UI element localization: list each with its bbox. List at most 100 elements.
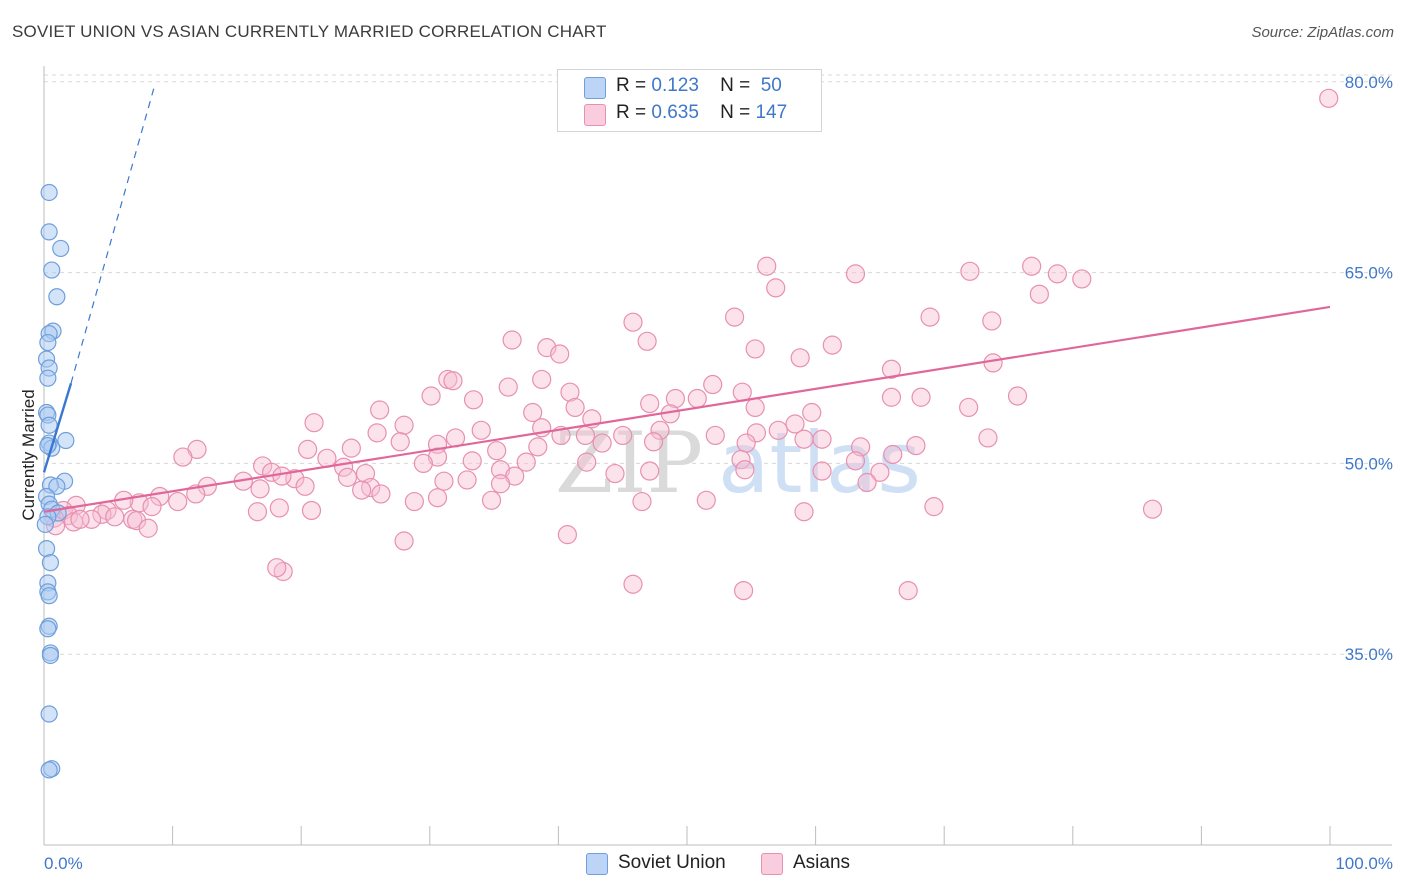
asian-point — [434, 471, 454, 491]
asian-point — [138, 518, 158, 538]
soviet-point — [48, 288, 66, 306]
asian-point — [802, 402, 822, 423]
asian-point — [295, 476, 315, 496]
asian-point — [481, 490, 502, 510]
legend-n-value-asians: 147 — [755, 102, 788, 123]
asian-point — [341, 438, 361, 458]
asian-point — [427, 488, 448, 508]
bottom-legend-swatch-soviet — [586, 853, 608, 875]
soviet-point — [57, 431, 75, 450]
asian-point — [768, 420, 788, 440]
asian-point — [304, 413, 324, 433]
asian-point — [272, 466, 292, 486]
asian-point — [394, 415, 414, 435]
asian-point — [731, 449, 751, 470]
soviet-points — [36, 183, 75, 779]
asian-point — [70, 509, 90, 529]
asian-point — [812, 429, 832, 449]
asian-point — [471, 420, 491, 440]
asian-point — [643, 432, 664, 452]
asian-point — [812, 461, 832, 481]
soviet-point — [41, 646, 60, 665]
soviet-point — [39, 333, 57, 352]
asian-point — [457, 470, 477, 490]
legend-n-label: N = — [720, 75, 751, 96]
soviet-point — [40, 183, 58, 202]
asian-point — [367, 423, 387, 443]
asian-point — [881, 387, 902, 407]
asian-point — [665, 388, 686, 409]
asian-point — [142, 497, 162, 517]
asian-point — [924, 497, 944, 517]
soviet-point — [36, 515, 54, 534]
chart-title: SOVIET UNION VS ASIAN CURRENTLY MARRIED … — [12, 22, 607, 41]
soviet-point — [48, 477, 66, 495]
bottom-legend-label-soviet: Soviet Union — [618, 852, 726, 873]
y-tick-labels: 35.0% 50.0% 65.0% 80.0% — [1345, 73, 1393, 664]
x-tick-label-100: 100.0% — [1335, 854, 1393, 873]
asian-point — [498, 377, 518, 397]
soviet-trend-line — [42, 382, 73, 473]
asian-point — [982, 311, 1002, 331]
asian-point — [267, 558, 287, 578]
bottom-legend-label-asians: Asians — [793, 852, 851, 873]
asian-point — [443, 371, 463, 391]
asian-point — [557, 525, 578, 545]
x-tick-label-0: 0.0% — [44, 854, 83, 873]
asian-point — [404, 491, 424, 512]
asian-point — [960, 261, 980, 281]
asian-point — [1142, 499, 1163, 519]
soviet-trend-extension — [70, 85, 156, 384]
correlation-legend: R = 0.123 N = 50 R = 0.635 N = 147 — [557, 69, 822, 132]
asian-point — [623, 574, 643, 594]
asian-point — [632, 491, 652, 512]
asian-point — [1047, 264, 1067, 284]
y-tick-label-80: 80.0% — [1345, 73, 1393, 92]
asian-point — [413, 453, 433, 473]
legend-r-value-asians: 0.635 — [651, 102, 699, 123]
asian-point — [168, 491, 188, 512]
asian-point — [371, 484, 391, 504]
asian-point — [462, 451, 482, 471]
asian-point — [881, 359, 902, 379]
asian-point — [550, 344, 570, 364]
asian-point — [883, 444, 903, 465]
asian-point — [575, 425, 596, 446]
asian-point — [785, 414, 805, 434]
asian-point — [490, 460, 511, 480]
asian-point — [845, 264, 866, 284]
asian-point — [640, 394, 660, 414]
chart-source: Source: ZipAtlas.com — [1251, 24, 1394, 41]
asian-point — [745, 397, 765, 418]
legend-r-label: R = — [616, 102, 647, 123]
legend-r-label: R = — [616, 75, 647, 96]
asian-point — [394, 531, 414, 551]
asian-point — [724, 307, 745, 327]
asian-point — [623, 312, 643, 332]
asian-point — [735, 460, 755, 480]
asian-trend-line — [43, 305, 1331, 513]
asian-point — [650, 420, 670, 440]
legend-swatch-soviet — [584, 77, 606, 99]
asian-point — [736, 433, 756, 453]
asian-point — [870, 462, 890, 482]
asian-point — [605, 463, 625, 484]
soviet-point — [40, 416, 58, 434]
asian-point — [733, 580, 754, 601]
y-axis-label: Currently Married — [19, 389, 38, 520]
asian-point — [105, 507, 125, 527]
asian-point — [1319, 88, 1339, 108]
asian-point — [794, 502, 814, 522]
asian-point — [746, 423, 767, 443]
asian-point — [250, 479, 270, 499]
asian-point — [298, 439, 318, 460]
grid-lines — [44, 74, 1392, 655]
y-tick-label-50: 50.0% — [1345, 454, 1393, 473]
asian-point — [516, 452, 536, 472]
asian-point — [1072, 269, 1092, 289]
y-tick-label-35: 35.0% — [1345, 645, 1393, 664]
asian-point — [790, 348, 810, 368]
legend-n-label: N = — [720, 102, 751, 123]
asian-point — [959, 397, 979, 418]
